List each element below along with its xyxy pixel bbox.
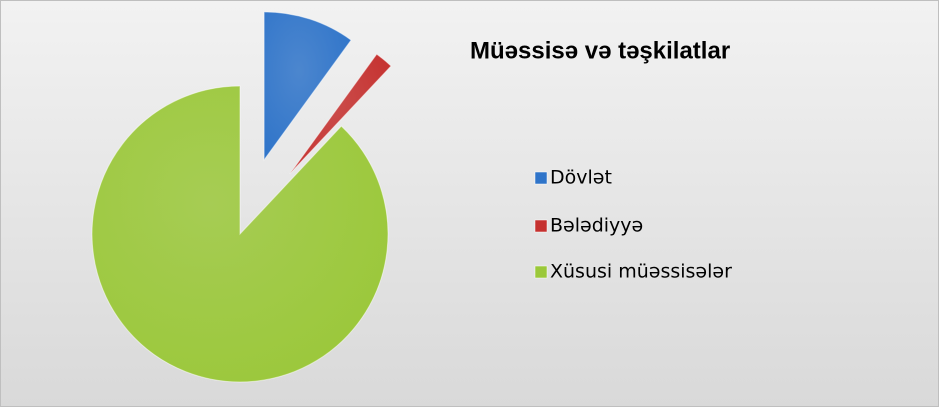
legend-label: Bələdiyyə [550,215,643,237]
legend-swatch [534,265,548,279]
legend-label: Dövlət [550,167,612,189]
pie-slice [91,85,389,383]
legend-swatch [534,171,548,185]
pie-slice [263,11,352,162]
legend-label: Xüsusi müəssisələr [550,261,732,283]
legend-swatch [534,219,548,233]
chart-title: Müəssisə və təşkilatlar [470,37,730,64]
pie-slice [289,53,392,175]
